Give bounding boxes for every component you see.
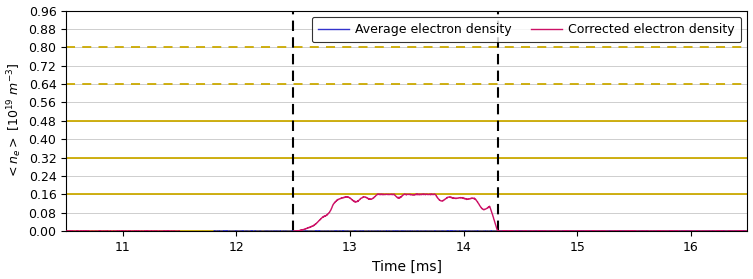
Average electron density xyxy=(338,229,347,232)
Average electron density xyxy=(323,229,332,233)
Y-axis label: $< n_e >$ [$10^{19}$ $m^{-3}$]: $< n_e >$ [$10^{19}$ $m^{-3}$] xyxy=(5,62,24,179)
Legend: Average electron density, Corrected electron density: Average electron density, Corrected elec… xyxy=(312,17,741,42)
Average electron density xyxy=(353,229,362,233)
Corrected electron density xyxy=(139,229,148,233)
Corrected electron density xyxy=(374,192,383,196)
Average electron density xyxy=(81,230,90,234)
Average electron density xyxy=(743,230,752,233)
Corrected electron density xyxy=(743,229,752,233)
Average electron density xyxy=(180,230,189,234)
Corrected electron density xyxy=(657,229,666,233)
Corrected electron density xyxy=(730,229,739,233)
Average electron density xyxy=(657,230,666,233)
X-axis label: Time [ms]: Time [ms] xyxy=(372,259,442,273)
Corrected electron density xyxy=(352,200,361,203)
Line: Corrected electron density: Corrected electron density xyxy=(66,194,748,234)
Average electron density xyxy=(730,230,739,233)
Corrected electron density xyxy=(219,232,228,236)
Line: Average electron density: Average electron density xyxy=(66,231,748,232)
Corrected electron density xyxy=(62,230,71,233)
Average electron density xyxy=(139,230,148,234)
Corrected electron density xyxy=(323,213,332,216)
Corrected electron density xyxy=(180,231,189,235)
Average electron density xyxy=(62,230,71,234)
